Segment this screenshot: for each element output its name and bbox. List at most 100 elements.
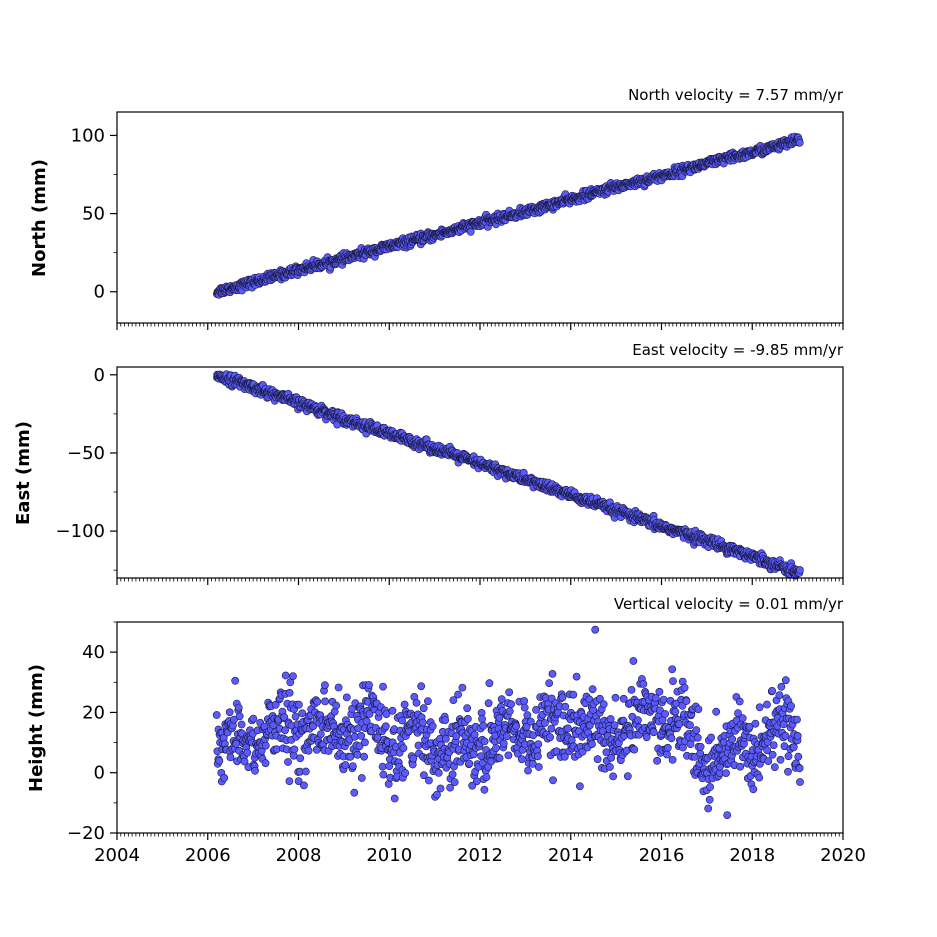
height-data-point (520, 697, 529, 705)
height-data-point (793, 715, 801, 724)
height-data-point (775, 691, 784, 699)
height-data-point (463, 715, 472, 723)
height-data-point (285, 689, 294, 697)
height-data-point (564, 724, 572, 733)
height-data-point (353, 750, 362, 759)
height-data-point (661, 710, 669, 718)
height-data-point (777, 682, 786, 691)
height-data-point (723, 811, 732, 819)
height-data-point (463, 704, 472, 713)
height-data-point (787, 702, 795, 710)
height-data-point (755, 773, 764, 782)
height-data-point (401, 769, 410, 777)
height-data-point (350, 788, 359, 797)
height-data-point (534, 763, 543, 771)
height-data-point (313, 697, 322, 706)
height-data-point (301, 767, 310, 776)
height-data-point (545, 679, 554, 687)
height-data-point (768, 687, 776, 695)
height-data-point (693, 733, 702, 742)
height-data-point (549, 776, 557, 785)
height-data-point (505, 688, 514, 697)
height-data-point (412, 699, 421, 707)
height-data-point (749, 785, 758, 794)
height-data-point (704, 804, 713, 813)
north-data-point (466, 227, 475, 236)
height-data-point (784, 752, 793, 761)
north-axes-frame (116, 111, 844, 324)
height-data-point (694, 705, 703, 714)
height-data-point (458, 683, 467, 692)
height-data-point (316, 730, 325, 738)
height-data-point (706, 783, 714, 791)
height-data-point (441, 735, 450, 743)
height-data-point (634, 716, 642, 725)
height-data-point (768, 750, 777, 759)
x-tick-label: 2008 (276, 845, 322, 866)
height-data-point (512, 722, 521, 731)
height-data-point (291, 712, 300, 721)
height-data-point (348, 762, 357, 770)
height-data-point (281, 671, 290, 680)
height-data-point (735, 697, 744, 706)
north-points (212, 132, 804, 299)
height-data-point (547, 724, 556, 733)
height-data-point (290, 745, 299, 754)
east-ylabel: East (mm) (13, 421, 34, 525)
height-data-point (495, 714, 504, 722)
height-data-point (390, 794, 399, 803)
height-data-point (378, 762, 387, 771)
height-data-point (441, 716, 450, 724)
height-data-point (599, 700, 608, 709)
y-tick-label: −20 (67, 823, 105, 844)
height-data-point (784, 767, 792, 776)
height-data-point (478, 715, 486, 723)
height-data-point (649, 728, 658, 737)
height-data-point (499, 739, 508, 748)
height-data-point (418, 718, 427, 727)
height-data-point (738, 714, 747, 723)
height-data-point (794, 752, 803, 761)
height-data-point (360, 752, 368, 761)
height-data-point (285, 777, 294, 785)
height-data-point (629, 657, 638, 665)
height-data-point (436, 784, 445, 793)
height-data-point (237, 720, 246, 729)
height-data-point (523, 711, 532, 720)
height-data-point (249, 714, 258, 723)
height-data-point (524, 766, 532, 775)
height-data-point (668, 756, 677, 764)
height-data-point (769, 741, 778, 749)
height-data-point (332, 701, 341, 710)
height-data-point (232, 739, 241, 748)
height-data-point (630, 745, 639, 754)
x-tick-label: 2018 (729, 845, 775, 866)
height-data-point (668, 665, 677, 674)
height-data-point (234, 703, 243, 712)
height-data-point (776, 755, 785, 764)
x-tick-label: 2012 (457, 845, 503, 866)
height-data-point (215, 756, 224, 765)
height-data-point (243, 748, 252, 757)
y-tick-label: −100 (56, 521, 105, 542)
height-data-point (212, 711, 221, 719)
height-data-point (659, 695, 668, 704)
height-data-point (781, 676, 790, 685)
height-data-point (225, 708, 234, 717)
height-data-point (671, 707, 680, 716)
height-data-point (692, 726, 701, 735)
height-data-point (448, 770, 457, 779)
height-data-point (755, 703, 764, 712)
height-data-point (357, 732, 366, 740)
height-data-point (261, 741, 270, 750)
height-data-point (609, 772, 617, 781)
height-data-point (419, 704, 428, 713)
height-data-point (226, 753, 235, 762)
height-data-point (667, 734, 676, 743)
east-velocity-title: East velocity = -9.85 mm/yr (632, 341, 844, 359)
height-data-point (454, 690, 462, 699)
height-data-point (561, 702, 570, 711)
height-data-point (261, 759, 270, 768)
height-data-point (220, 774, 229, 782)
height-data-point (736, 762, 745, 771)
